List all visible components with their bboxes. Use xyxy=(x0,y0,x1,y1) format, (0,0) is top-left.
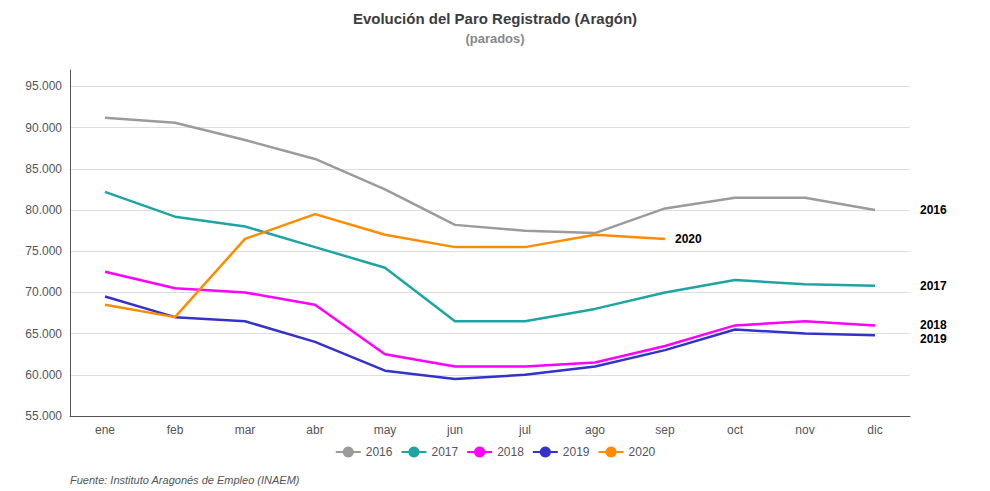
svg-text:ene: ene xyxy=(95,423,115,437)
svg-text:(parados): (parados) xyxy=(465,31,524,46)
svg-text:2020: 2020 xyxy=(629,445,656,459)
svg-text:70.000: 70.000 xyxy=(25,285,62,299)
svg-text:60.000: 60.000 xyxy=(25,368,62,382)
svg-text:2019: 2019 xyxy=(563,445,590,459)
svg-text:oct: oct xyxy=(727,423,744,437)
svg-text:Fuente: Instituto Aragonés de: Fuente: Instituto Aragonés de Empleo (IN… xyxy=(70,474,300,486)
svg-text:80.000: 80.000 xyxy=(25,203,62,217)
svg-text:2017: 2017 xyxy=(920,279,947,293)
svg-text:75.000: 75.000 xyxy=(25,244,62,258)
svg-text:2018: 2018 xyxy=(497,445,524,459)
svg-text:95.000: 95.000 xyxy=(25,79,62,93)
svg-text:dic: dic xyxy=(867,423,882,437)
svg-text:2020: 2020 xyxy=(675,232,702,246)
svg-text:mar: mar xyxy=(235,423,256,437)
svg-text:2017: 2017 xyxy=(431,445,458,459)
svg-text:jul: jul xyxy=(518,423,531,437)
svg-text:Evolución del Paro Registrado: Evolución del Paro Registrado (Aragón) xyxy=(353,10,637,27)
svg-text:2018: 2018 xyxy=(920,318,947,332)
svg-text:55.000: 55.000 xyxy=(25,409,62,423)
svg-text:2016: 2016 xyxy=(366,445,393,459)
svg-text:ago: ago xyxy=(585,423,605,437)
svg-text:may: may xyxy=(374,423,397,437)
svg-text:feb: feb xyxy=(167,423,184,437)
svg-text:90.000: 90.000 xyxy=(25,121,62,135)
svg-text:sep: sep xyxy=(655,423,675,437)
svg-text:abr: abr xyxy=(306,423,323,437)
svg-text:jun: jun xyxy=(446,423,463,437)
svg-text:65.000: 65.000 xyxy=(25,327,62,341)
svg-text:2016: 2016 xyxy=(920,203,947,217)
svg-text:nov: nov xyxy=(795,423,814,437)
svg-text:85.000: 85.000 xyxy=(25,162,62,176)
svg-text:2019: 2019 xyxy=(920,332,947,346)
